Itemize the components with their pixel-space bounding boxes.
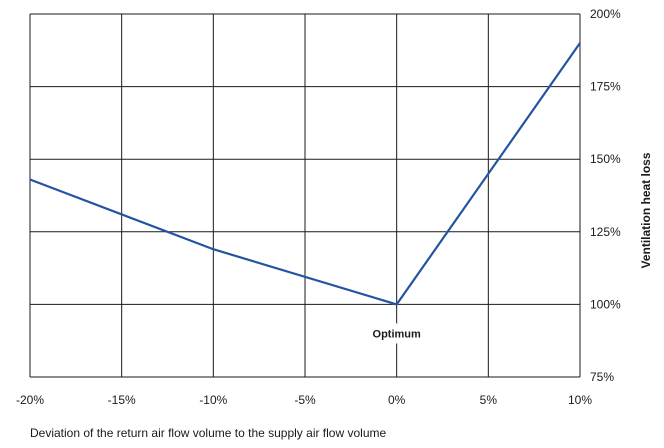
y-tick-label: 125% <box>590 225 621 239</box>
y-tick-label: 100% <box>590 297 621 311</box>
y-axis-label: Ventilation heat loss <box>639 152 653 268</box>
x-axis-ticks: -20% -15% -10% -5% 0% 5% 10% <box>16 393 592 407</box>
series-line <box>29 42 581 306</box>
x-tick-label: 5% <box>480 393 498 407</box>
y-tick-label: 200% <box>590 7 621 21</box>
y-axis-ticks: 75% 100% 125% 150% 175% 200% <box>590 7 621 384</box>
y-tick-label: 175% <box>590 80 621 94</box>
x-tick-label: -5% <box>294 393 316 407</box>
y-tick-label: 75% <box>590 370 614 384</box>
grid <box>29 13 581 378</box>
annotations: Optimum <box>366 323 427 344</box>
x-tick-label: -10% <box>199 393 227 407</box>
annotation-background <box>366 323 427 344</box>
series-layer <box>29 42 581 306</box>
x-tick-label: -15% <box>108 393 136 407</box>
x-axis-label: Deviation of the return air flow volume … <box>30 426 387 440</box>
y-tick-label: 150% <box>590 152 621 166</box>
optimum-annotation: Optimum <box>373 328 421 340</box>
x-tick-label: -20% <box>16 393 44 407</box>
x-tick-label: 10% <box>568 393 592 407</box>
x-tick-label: 0% <box>388 393 406 407</box>
